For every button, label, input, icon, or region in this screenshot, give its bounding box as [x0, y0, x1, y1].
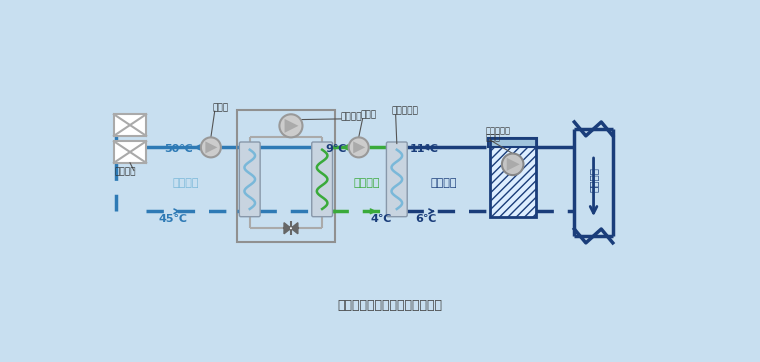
Polygon shape — [353, 142, 366, 153]
Text: 11℃: 11℃ — [410, 144, 439, 154]
FancyBboxPatch shape — [312, 142, 333, 217]
Text: 风机盘管: 风机盘管 — [115, 168, 136, 177]
Text: 6℃: 6℃ — [415, 214, 436, 224]
Bar — [114, 114, 146, 136]
Circle shape — [290, 227, 293, 230]
Polygon shape — [284, 119, 299, 133]
Text: 污水引水池: 污水引水池 — [486, 126, 511, 135]
Polygon shape — [284, 223, 291, 234]
Text: 污水源热泵系统供热模式原理图: 污水源热泵系统供热模式原理图 — [337, 299, 442, 312]
Bar — [489, 146, 536, 218]
Text: 末端循环: 末端循环 — [173, 178, 198, 188]
Circle shape — [280, 114, 302, 138]
Circle shape — [502, 153, 524, 175]
Polygon shape — [205, 142, 217, 153]
Text: 9℃: 9℃ — [325, 144, 347, 154]
Circle shape — [201, 138, 221, 157]
Bar — [489, 138, 536, 218]
Bar — [237, 110, 335, 242]
Text: 污水干渠: 污水干渠 — [588, 167, 599, 192]
Polygon shape — [507, 158, 520, 171]
Circle shape — [349, 138, 369, 157]
Bar — [114, 141, 146, 163]
Bar — [488, 138, 537, 147]
Text: 50℃: 50℃ — [164, 144, 193, 154]
Bar — [489, 146, 536, 218]
Text: 污水循环: 污水循环 — [430, 178, 457, 188]
Text: 45℃: 45℃ — [159, 214, 188, 224]
FancyBboxPatch shape — [239, 142, 260, 217]
Text: 4℃: 4℃ — [370, 214, 391, 224]
Text: 污水泵: 污水泵 — [486, 134, 501, 143]
Polygon shape — [291, 223, 298, 234]
Text: 中介循环: 中介循环 — [353, 178, 380, 188]
FancyBboxPatch shape — [386, 142, 407, 217]
Text: 中介泵: 中介泵 — [360, 110, 376, 119]
Text: 热泵机组: 热泵机组 — [341, 112, 363, 121]
Text: 污水换热器: 污水换热器 — [392, 106, 419, 115]
Text: 末端泵: 末端泵 — [212, 103, 229, 112]
